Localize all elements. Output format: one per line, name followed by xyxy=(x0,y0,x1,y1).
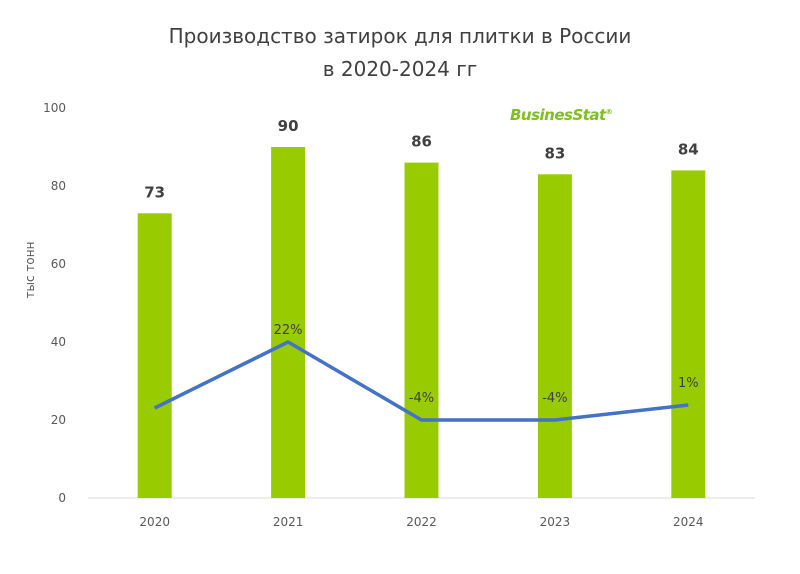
x-tick-label: 2020 xyxy=(139,515,170,529)
growth-data-label: 22% xyxy=(274,323,303,338)
bar-data-label: 84 xyxy=(678,140,699,158)
x-tick-label: 2021 xyxy=(273,515,304,529)
y-tick-label: 40 xyxy=(51,335,66,349)
chart-title-line1: Производство затирок для плитки в России xyxy=(168,24,632,48)
bar xyxy=(271,147,306,498)
growth-data-label: -4% xyxy=(542,391,567,406)
bar-data-label: 73 xyxy=(144,183,165,201)
y-tick-label: 80 xyxy=(51,179,66,193)
x-tick-label: 2023 xyxy=(540,515,571,529)
y-tick-label: 100 xyxy=(43,101,66,115)
x-tick-label: 2022 xyxy=(406,515,437,529)
growth-data-label: -4% xyxy=(409,391,434,406)
businesstat-logo: BusinesStat® xyxy=(510,106,613,124)
bar xyxy=(137,213,172,499)
bar-data-label: 83 xyxy=(544,144,565,162)
y-tick-label: 20 xyxy=(51,413,66,427)
x-tick-label: 2024 xyxy=(673,515,704,529)
bar xyxy=(671,170,706,498)
bar xyxy=(537,174,572,499)
y-tick-label: 0 xyxy=(58,491,66,505)
y-axis-label: тыс тонн xyxy=(23,242,37,299)
bar-data-label: 90 xyxy=(278,117,299,135)
chart-title-line2: в 2020-2024 гг xyxy=(322,57,478,81)
bar-data-label: 86 xyxy=(411,133,432,151)
y-tick-label: 60 xyxy=(51,257,66,271)
bar xyxy=(404,162,439,498)
growth-data-label: 1% xyxy=(678,376,699,391)
